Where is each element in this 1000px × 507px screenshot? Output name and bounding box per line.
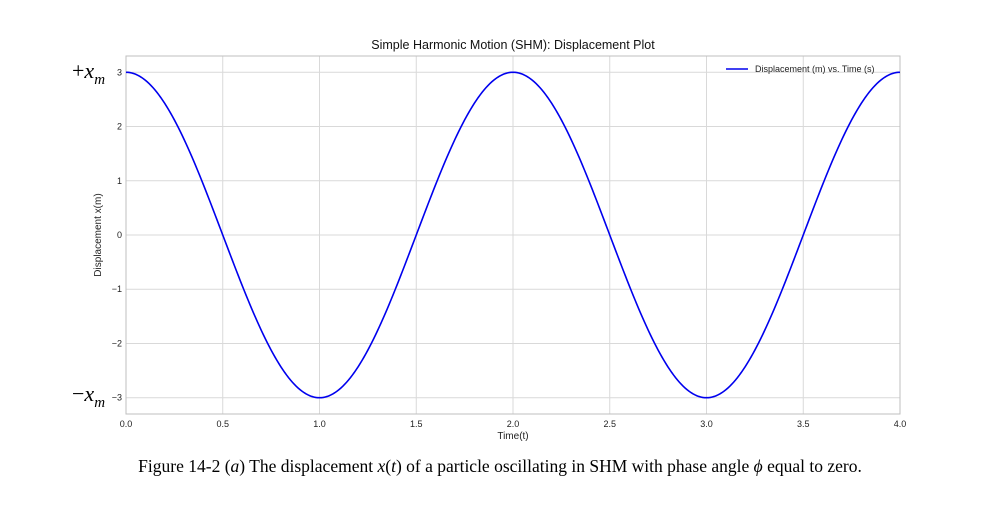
y-tick-label: −2 bbox=[112, 338, 122, 348]
svg-text:+xm: +xm bbox=[72, 58, 105, 88]
x-tick-label: 4.0 bbox=[894, 419, 907, 429]
x-tick-label: 1.5 bbox=[410, 419, 423, 429]
x-tick-label: 2.0 bbox=[507, 419, 520, 429]
y-tick-label: −3 bbox=[112, 393, 122, 403]
caption-paren-close: ) bbox=[395, 456, 402, 476]
caption-part-letter: a bbox=[230, 456, 240, 476]
x-tick-label: 2.5 bbox=[603, 419, 616, 429]
caption-middle-1: ) The displacement bbox=[239, 456, 378, 476]
y-tick-label: 0 bbox=[117, 230, 122, 240]
caption-x: x bbox=[377, 456, 386, 476]
x-tick-label: 3.0 bbox=[700, 419, 713, 429]
x-min-letter: x bbox=[83, 381, 94, 406]
y-tick-label: 3 bbox=[117, 67, 122, 77]
x-max-sign: + bbox=[72, 58, 84, 83]
x-tick-label: 1.0 bbox=[313, 419, 326, 429]
plot-area-frame bbox=[125, 55, 901, 415]
chart-title: Simple Harmonic Motion (SHM): Displaceme… bbox=[371, 38, 655, 52]
caption-phi: ϕ bbox=[753, 456, 763, 476]
x-tick-label: 0.0 bbox=[120, 419, 133, 429]
y-axis-label: Displacement x(m) bbox=[93, 193, 104, 276]
grid-lines bbox=[125, 56, 901, 414]
x-min-subscript: m bbox=[94, 395, 105, 411]
x-axis-label: Time(t) bbox=[497, 431, 528, 442]
x-min-annotation: −xm bbox=[72, 381, 105, 411]
caption-paren-open: ( bbox=[385, 456, 392, 476]
x-max-letter: x bbox=[83, 58, 94, 83]
svg-text:−xm: −xm bbox=[72, 381, 105, 411]
x-tick-label: 3.5 bbox=[797, 419, 810, 429]
displacement-curve bbox=[125, 71, 901, 399]
tick-labels: 0.0 0.5 1.0 1.5 2.0 2.5 3.0 3.5 4.0 3 2 1 0 −1 −2 −3 bbox=[112, 67, 907, 429]
x-max-subscript: m bbox=[94, 72, 105, 88]
y-tick-label: −1 bbox=[112, 284, 122, 294]
y-tick-label: 1 bbox=[117, 176, 122, 186]
legend: Displacement (m) vs. Time (s) bbox=[726, 64, 875, 74]
legend-label: Displacement (m) vs. Time (s) bbox=[755, 64, 875, 74]
x-max-annotation: +xm bbox=[72, 58, 105, 88]
x-tick-label: 0.5 bbox=[216, 419, 229, 429]
x-min-sign: − bbox=[72, 381, 84, 406]
caption-middle-2: of a particle oscillating in SHM with ph… bbox=[401, 456, 754, 476]
caption-suffix: equal to zero. bbox=[762, 456, 862, 476]
figure-caption: Figure 14-2 (a) The displacement x(t) of… bbox=[0, 456, 1000, 477]
y-tick-label: 2 bbox=[117, 122, 122, 132]
caption-prefix: Figure 14-2 ( bbox=[138, 456, 231, 476]
caption-t: t bbox=[391, 456, 396, 476]
